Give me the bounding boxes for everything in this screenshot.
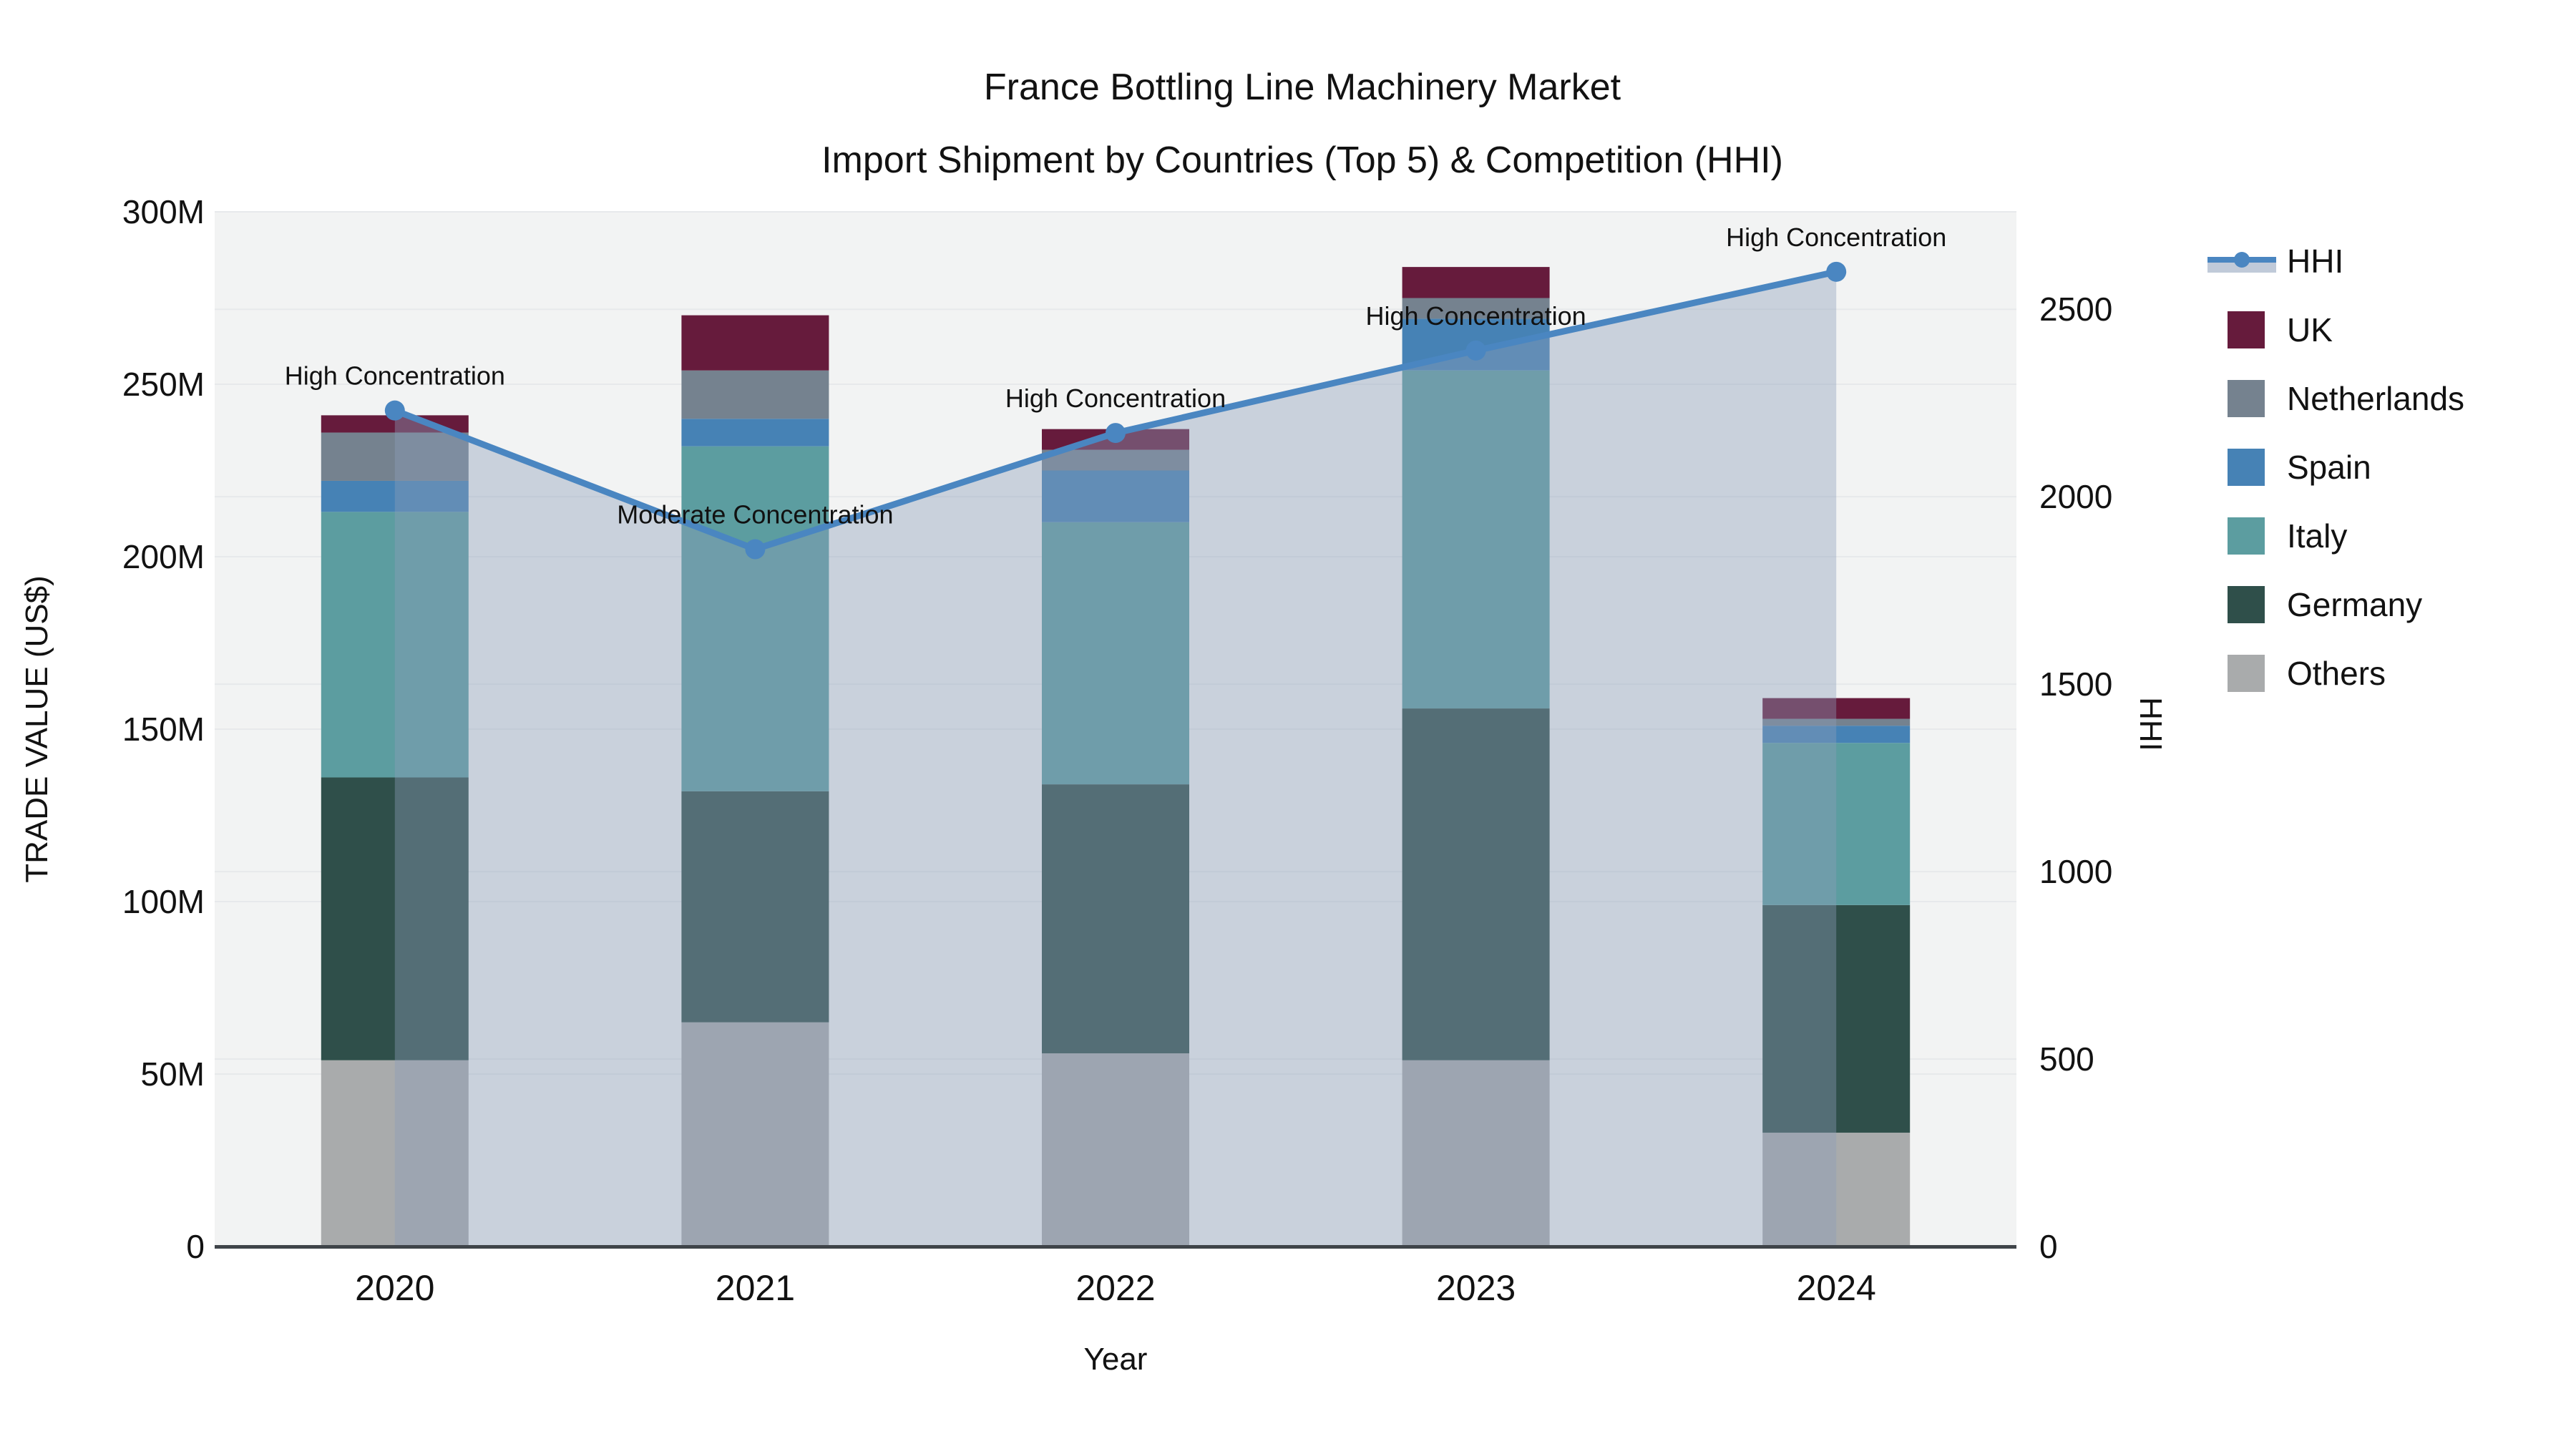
hhi-marker-2024[interactable] [1826,261,1847,282]
bar-segment-2023-uk[interactable] [1402,267,1550,298]
annotation-2022: High Concentration [1005,384,1226,413]
legend-label: UK [2287,311,2333,348]
hhi-marker-2021[interactable] [745,539,766,560]
bar-segment-2021-spain[interactable] [681,419,829,447]
y-right-tick-2500: 2500 [2039,291,2112,328]
legend-swatch-netherlands [2228,380,2265,417]
bar-segment-2022-netherlands[interactable] [1042,449,1189,471]
y-left-tick-250M: 250M [122,366,205,403]
bar-segment-2020-netherlands[interactable] [321,432,469,481]
y-right-tick-2000: 2000 [2039,478,2112,515]
bar-segment-2020-spain[interactable] [321,480,469,512]
bar-segment-2021-others[interactable] [681,1022,829,1246]
hhi-marker-2022[interactable] [1106,423,1126,444]
x-tick-2022: 2022 [1075,1268,1155,1308]
annotation-2020: High Concentration [285,361,505,391]
bar-segment-2024-netherlands[interactable] [1762,718,1911,726]
chart-subtitle: Import Shipment by Countries (Top 5) & C… [821,140,1783,181]
bar-segment-2023-netherlands[interactable] [1402,298,1550,319]
y-left-tick-150M: 150M [122,711,205,748]
y-left-tick-100M: 100M [122,883,205,920]
annotation-2021: Moderate Concentration [617,500,893,530]
legend-item-germany[interactable]: Germany [2207,570,2464,639]
x-tick-2023: 2023 [1436,1268,1516,1308]
bar-segment-2024-germany[interactable] [1762,904,1911,1133]
legend-item-netherlands[interactable]: Netherlands [2207,364,2464,433]
legend-item-hhi[interactable]: HHI [2207,227,2464,296]
x-axis-title: Year [1083,1342,1148,1377]
hhi-marker-2020[interactable] [384,400,405,421]
bar-segment-2024-italy[interactable] [1762,743,1911,905]
y-right-tick-500: 500 [2039,1040,2094,1078]
bar-segment-2022-spain[interactable] [1042,470,1189,522]
y-left-tick-0: 0 [186,1228,205,1265]
x-tick-2024: 2024 [1797,1268,1876,1308]
legend-swatch-italy [2228,517,2265,555]
legend-label: Netherlands [2287,380,2465,417]
legend-label: HHI [2287,243,2344,280]
bar-segment-2022-germany[interactable] [1042,784,1189,1054]
bar-segment-2022-italy[interactable] [1042,522,1189,785]
bar-segment-2023-others[interactable] [1402,1060,1550,1246]
annotation-2023: High Concentration [1366,301,1586,331]
x-axis-line [215,1245,2016,1249]
bar-segment-2021-germany[interactable] [681,791,829,1023]
legend: HHI UK Netherlands Spain Italy Germany Others [2207,227,2464,708]
y-axis-title-right: HHI [2133,697,2168,751]
chart-title: France Bottling Line Machinery Market [983,67,1621,108]
bar-segment-2020-italy[interactable] [321,512,469,778]
y-axis-title-left: TRADE VALUE (US$) [19,575,54,883]
annotation-2024: High Concentration [1726,223,1946,252]
bar-segment-2020-germany[interactable] [321,777,469,1060]
y-right-tick-1000: 1000 [2039,853,2112,890]
hhi-marker-2023[interactable] [1465,340,1486,361]
legend-item-others[interactable]: Others [2207,639,2464,708]
hhi-area-fill [394,271,1837,1247]
bar-segment-2021-netherlands[interactable] [681,370,829,419]
legend-item-uk[interactable]: UK [2207,296,2464,364]
legend-label: Germany [2287,586,2423,623]
x-tick-2020: 2020 [355,1268,434,1308]
legend-item-italy[interactable]: Italy [2207,502,2464,570]
x-tick-2021: 2021 [716,1268,795,1308]
bar-segment-2021-italy[interactable] [681,446,829,791]
legend-swatch-germany [2228,586,2265,623]
bar-segment-2024-uk[interactable] [1762,698,1911,719]
legend-label: Others [2287,655,2386,692]
y-left-tick-300M: 300M [122,193,205,230]
bar-segment-2021-uk[interactable] [681,315,829,371]
y-left-tick-50M: 50M [141,1055,205,1093]
bar-segment-2024-spain[interactable] [1762,726,1911,743]
legend-swatch-spain [2228,449,2265,486]
legend-swatch-uk [2228,311,2265,348]
bar-segment-2022-others[interactable] [1042,1053,1189,1246]
bar-segment-2020-others[interactable] [321,1060,469,1246]
bar-segment-2024-others[interactable] [1762,1132,1911,1246]
legend-swatch-others [2228,655,2265,692]
legend-label: Italy [2287,517,2348,555]
y-left-tick-200M: 200M [122,538,205,575]
legend-label: Spain [2287,449,2371,486]
y-right-tick-0: 0 [2039,1228,2058,1265]
bar-segment-2023-germany[interactable] [1402,708,1550,1060]
legend-item-spain[interactable]: Spain [2207,433,2464,502]
hhi-line-icon [2207,245,2276,277]
y-right-tick-1500: 1500 [2039,665,2112,703]
bar-segment-2023-italy[interactable] [1402,370,1550,709]
